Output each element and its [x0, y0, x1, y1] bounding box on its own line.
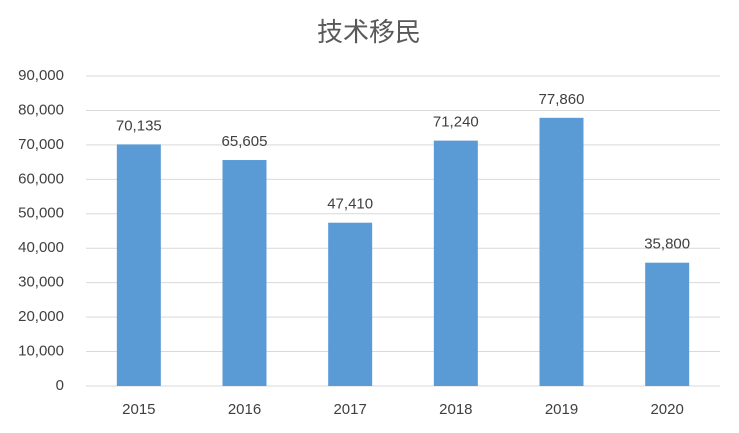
bar: [645, 262, 690, 386]
bar: [433, 140, 478, 386]
x-tick-label: 2020: [650, 401, 683, 418]
y-tick-label: 20,000: [18, 308, 64, 325]
data-label: 47,410: [327, 196, 373, 213]
data-label: 70,135: [116, 117, 162, 134]
y-tick-label: 10,000: [18, 343, 64, 360]
y-tick-label: 40,000: [18, 239, 64, 256]
x-tick-label: 2019: [545, 401, 578, 418]
bar: [328, 222, 373, 386]
x-tick-label: 2018: [439, 401, 472, 418]
data-label: 35,800: [644, 236, 690, 253]
y-tick-label: 50,000: [18, 205, 64, 222]
y-tick-label: 60,000: [18, 170, 64, 187]
bar: [222, 160, 267, 386]
y-tick-label: 0: [56, 377, 64, 394]
x-tick-label: 2016: [228, 401, 261, 418]
y-tick-label: 80,000: [18, 101, 64, 118]
x-tick-label: 2015: [122, 401, 155, 418]
y-tick-label: 70,000: [18, 136, 64, 153]
x-tick-label: 2017: [333, 401, 366, 418]
bar: [539, 117, 584, 386]
data-label: 71,240: [433, 114, 479, 131]
bar: [116, 144, 161, 386]
y-tick-label: 90,000: [18, 67, 64, 84]
chart-title: 技术移民: [317, 17, 421, 47]
y-tick-label: 30,000: [18, 274, 64, 291]
data-label: 77,860: [539, 91, 585, 108]
data-label: 65,605: [222, 133, 268, 150]
